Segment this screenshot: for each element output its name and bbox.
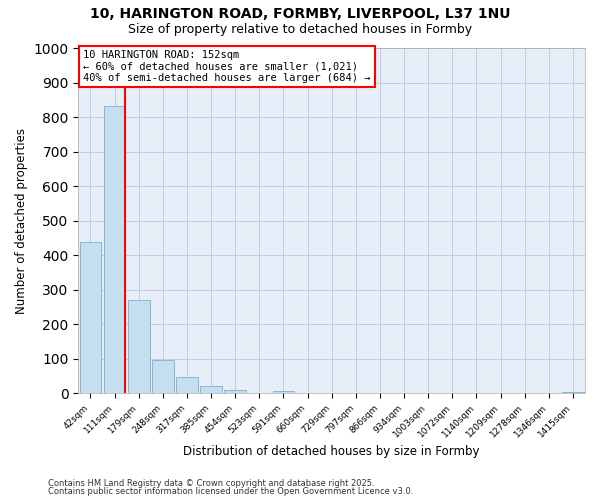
Bar [80,242,101,393]
Bar [128,300,149,393]
Text: Size of property relative to detached houses in Formby: Size of property relative to detached ho… [128,22,472,36]
Text: 10, HARINGTON ROAD, FORMBY, LIVERPOOL, L37 1NU: 10, HARINGTON ROAD, FORMBY, LIVERPOOL, L… [90,8,510,22]
Bar [152,360,173,393]
Text: Contains public sector information licensed under the Open Government Licence v3: Contains public sector information licen… [48,487,413,496]
Text: Contains HM Land Registry data © Crown copyright and database right 2025.: Contains HM Land Registry data © Crown c… [48,478,374,488]
Bar [176,377,198,393]
Bar [224,390,246,393]
Bar [562,392,584,393]
X-axis label: Distribution of detached houses by size in Formby: Distribution of detached houses by size … [184,444,480,458]
Bar [272,390,295,393]
Y-axis label: Number of detached properties: Number of detached properties [15,128,28,314]
Text: 10 HARINGTON ROAD: 152sqm
← 60% of detached houses are smaller (1,021)
40% of se: 10 HARINGTON ROAD: 152sqm ← 60% of detac… [83,50,371,83]
Bar [104,106,125,393]
Bar [200,386,222,393]
